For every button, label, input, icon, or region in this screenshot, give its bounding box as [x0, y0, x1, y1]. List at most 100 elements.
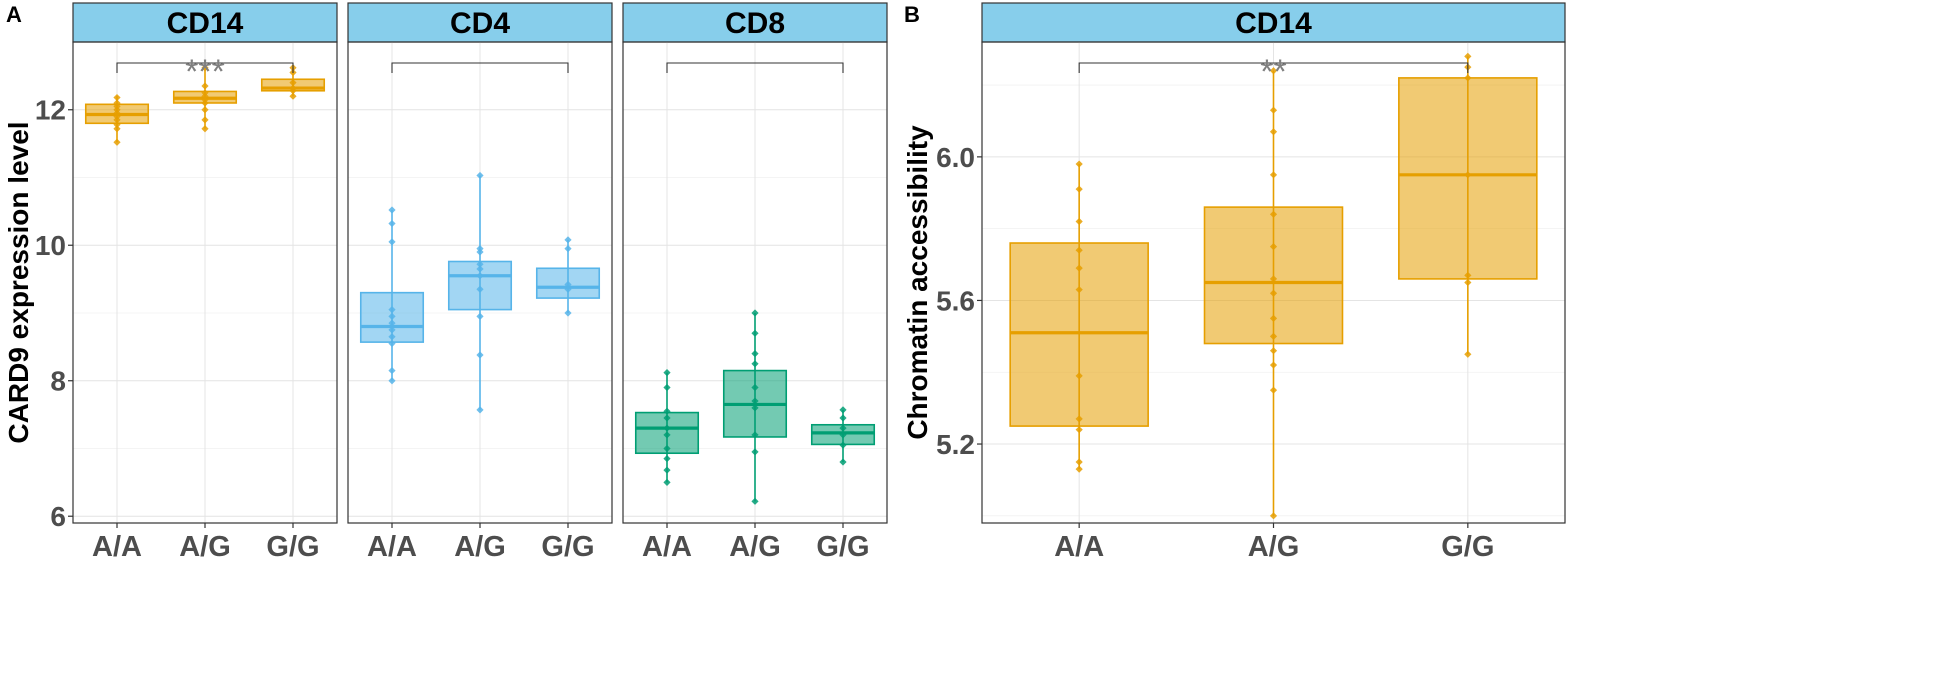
data-point: [564, 309, 572, 317]
data-point: [388, 333, 396, 341]
data-point: [1075, 217, 1083, 226]
data-point: [201, 125, 209, 133]
data-point: [388, 366, 396, 375]
data-point: [1269, 106, 1278, 114]
data-point: [388, 206, 396, 214]
data-point: [201, 64, 209, 72]
data-point: [201, 106, 209, 114]
significance-bracket: [1078, 62, 1469, 73]
significance-bracket: [391, 62, 569, 73]
facet-strip-label: CD8: [725, 7, 785, 40]
significance-label: **: [1260, 53, 1286, 91]
data-point: [663, 369, 671, 377]
data-point: [289, 79, 297, 87]
box-body: [1009, 242, 1149, 427]
y-axis-title: Chromatin accessibility: [902, 125, 933, 440]
data-point: [1269, 67, 1278, 75]
panel-letter: A: [6, 2, 22, 27]
data-point: [476, 260, 484, 268]
data-point: [1464, 278, 1472, 287]
x-tick-label: A/G: [729, 531, 781, 563]
data-point: [476, 272, 484, 280]
data-point: [476, 406, 484, 414]
data-point: [1075, 465, 1083, 473]
data-point: [1075, 458, 1083, 466]
facet-cd4: CD4 A/A A/G G/G: [347, 2, 613, 563]
data-point: [1269, 347, 1278, 355]
data-point: [663, 478, 671, 486]
x-tick-label: A/G: [179, 531, 231, 563]
facet-strip-label: CD14: [167, 7, 244, 40]
data-point: [1075, 246, 1083, 254]
data-point: [839, 414, 847, 422]
data-point: [1269, 210, 1278, 218]
x-tick-label: A/G: [454, 531, 506, 563]
data-point: [663, 414, 671, 422]
box-ag: [722, 309, 788, 505]
y-tick-label: 8: [50, 366, 66, 397]
data-point: [839, 441, 847, 449]
data-point: [564, 245, 572, 253]
data-point: [201, 82, 209, 90]
data-point: [1464, 74, 1472, 82]
box-gg: [535, 236, 601, 317]
data-point: [476, 171, 484, 180]
data-point: [113, 99, 121, 107]
data-point: [388, 312, 396, 320]
data-point: [476, 351, 484, 359]
box-ag: [172, 64, 238, 133]
data-point: [1269, 128, 1278, 136]
data-point: [1075, 185, 1083, 193]
data-point: [1075, 415, 1083, 423]
data-point: [839, 406, 847, 414]
data-point: [388, 377, 396, 385]
facet-strip: [72, 2, 338, 43]
x-tick-label: A/A: [1054, 531, 1104, 563]
data-point: [751, 404, 759, 412]
data-point: [113, 93, 121, 102]
box-aa: [359, 206, 425, 385]
data-point: [388, 238, 396, 246]
data-point: [201, 89, 209, 97]
significance-bracket: [666, 62, 844, 73]
data-point: [663, 455, 671, 463]
y-tick-label: 5.6: [936, 285, 975, 316]
data-point: [1269, 332, 1278, 340]
data-point: [1269, 171, 1278, 179]
y-tick-label: 10: [35, 230, 66, 261]
box-ag: [447, 171, 513, 414]
data-point: [663, 466, 671, 474]
data-point: [564, 236, 572, 244]
facet-strip-label: CD4: [450, 7, 510, 40]
data-point: [1464, 350, 1472, 358]
data-point: [388, 319, 396, 327]
data-point: [1075, 160, 1083, 168]
x-tick-label: A/A: [367, 531, 417, 563]
facet-strip: [981, 2, 1566, 43]
data-point: [663, 424, 671, 432]
x-tick-label: G/G: [541, 531, 594, 563]
significance-label: ***: [185, 53, 225, 91]
data-point: [663, 444, 671, 453]
data-point: [1269, 275, 1278, 283]
data-point: [1075, 372, 1083, 380]
panel-letter: B: [904, 2, 920, 27]
data-point: [751, 360, 759, 368]
data-point: [388, 339, 396, 348]
data-point: [839, 458, 847, 466]
data-point: [751, 431, 759, 439]
data-point: [388, 305, 396, 314]
facet-cd14: CD14 ** A/A A/G G/G: [981, 2, 1566, 563]
data-point: [289, 92, 297, 100]
data-point: [751, 383, 759, 392]
chart-panel-a: A CARD9 expression level 6 8 10 12 CD14 *** A/A A…: [3, 2, 888, 563]
box-gg: [810, 406, 876, 466]
data-point: [1075, 264, 1083, 272]
data-point: [388, 219, 396, 228]
data-point: [1464, 271, 1472, 279]
x-tick-label: A/A: [92, 531, 142, 563]
data-point: [1269, 243, 1278, 251]
data-point: [476, 265, 484, 273]
facet-strip-label: CD14: [1235, 7, 1312, 40]
